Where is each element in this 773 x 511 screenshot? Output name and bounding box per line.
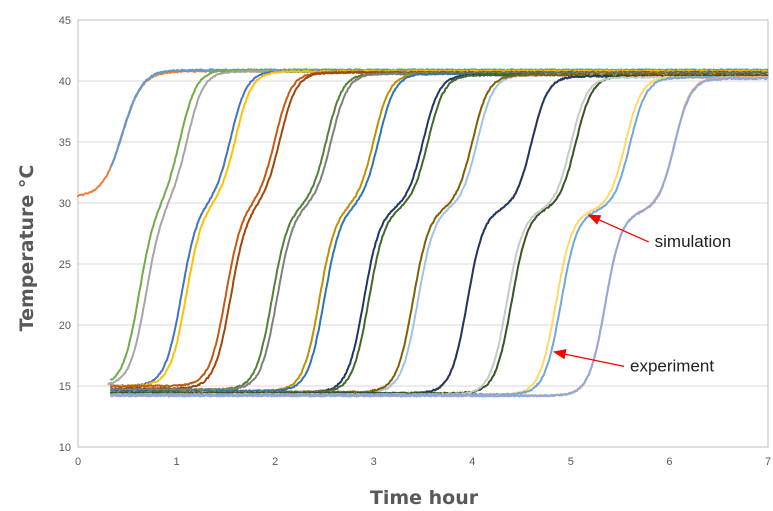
- y-tick-label: 45: [59, 15, 71, 27]
- y-tick-label: 25: [59, 259, 71, 271]
- x-tick-label: 2: [272, 456, 278, 468]
- annotation-label: simulation: [655, 232, 732, 251]
- annotations: simulation experiment: [552, 214, 732, 375]
- plot-frame: [77, 19, 769, 448]
- series-line: [110, 69, 768, 388]
- series-lines: [77, 68, 769, 398]
- series-line: [109, 68, 769, 168]
- y-tick-label: 30: [59, 198, 71, 210]
- x-tick-label: 6: [666, 456, 672, 468]
- y-tick-label: 40: [59, 76, 71, 88]
- x-tick-label: 7: [765, 456, 771, 468]
- x-tick-label: 5: [568, 456, 574, 468]
- annotation-arrow: [552, 349, 625, 367]
- x-tick-label: 0: [75, 456, 81, 468]
- series-line: [109, 69, 769, 388]
- y-tick-label: 20: [59, 320, 71, 332]
- y-tick-label: 10: [59, 442, 71, 454]
- x-tick-label: 1: [174, 456, 180, 468]
- annotation-arrow: [587, 214, 649, 243]
- x-tick-label: 4: [469, 456, 475, 468]
- x-axis-title: Time hour: [370, 487, 479, 509]
- y-tick-label: 35: [59, 137, 71, 149]
- series-line: [109, 70, 769, 388]
- series-line: [110, 70, 769, 391]
- y-tick-label: 15: [59, 381, 71, 393]
- series-line: [109, 68, 769, 381]
- series-line: [107, 69, 769, 386]
- x-tick-label: 3: [371, 456, 377, 468]
- y-axis-title: Temperature °C: [16, 165, 38, 332]
- series-line: [109, 76, 769, 398]
- annotation-label: experiment: [630, 356, 714, 375]
